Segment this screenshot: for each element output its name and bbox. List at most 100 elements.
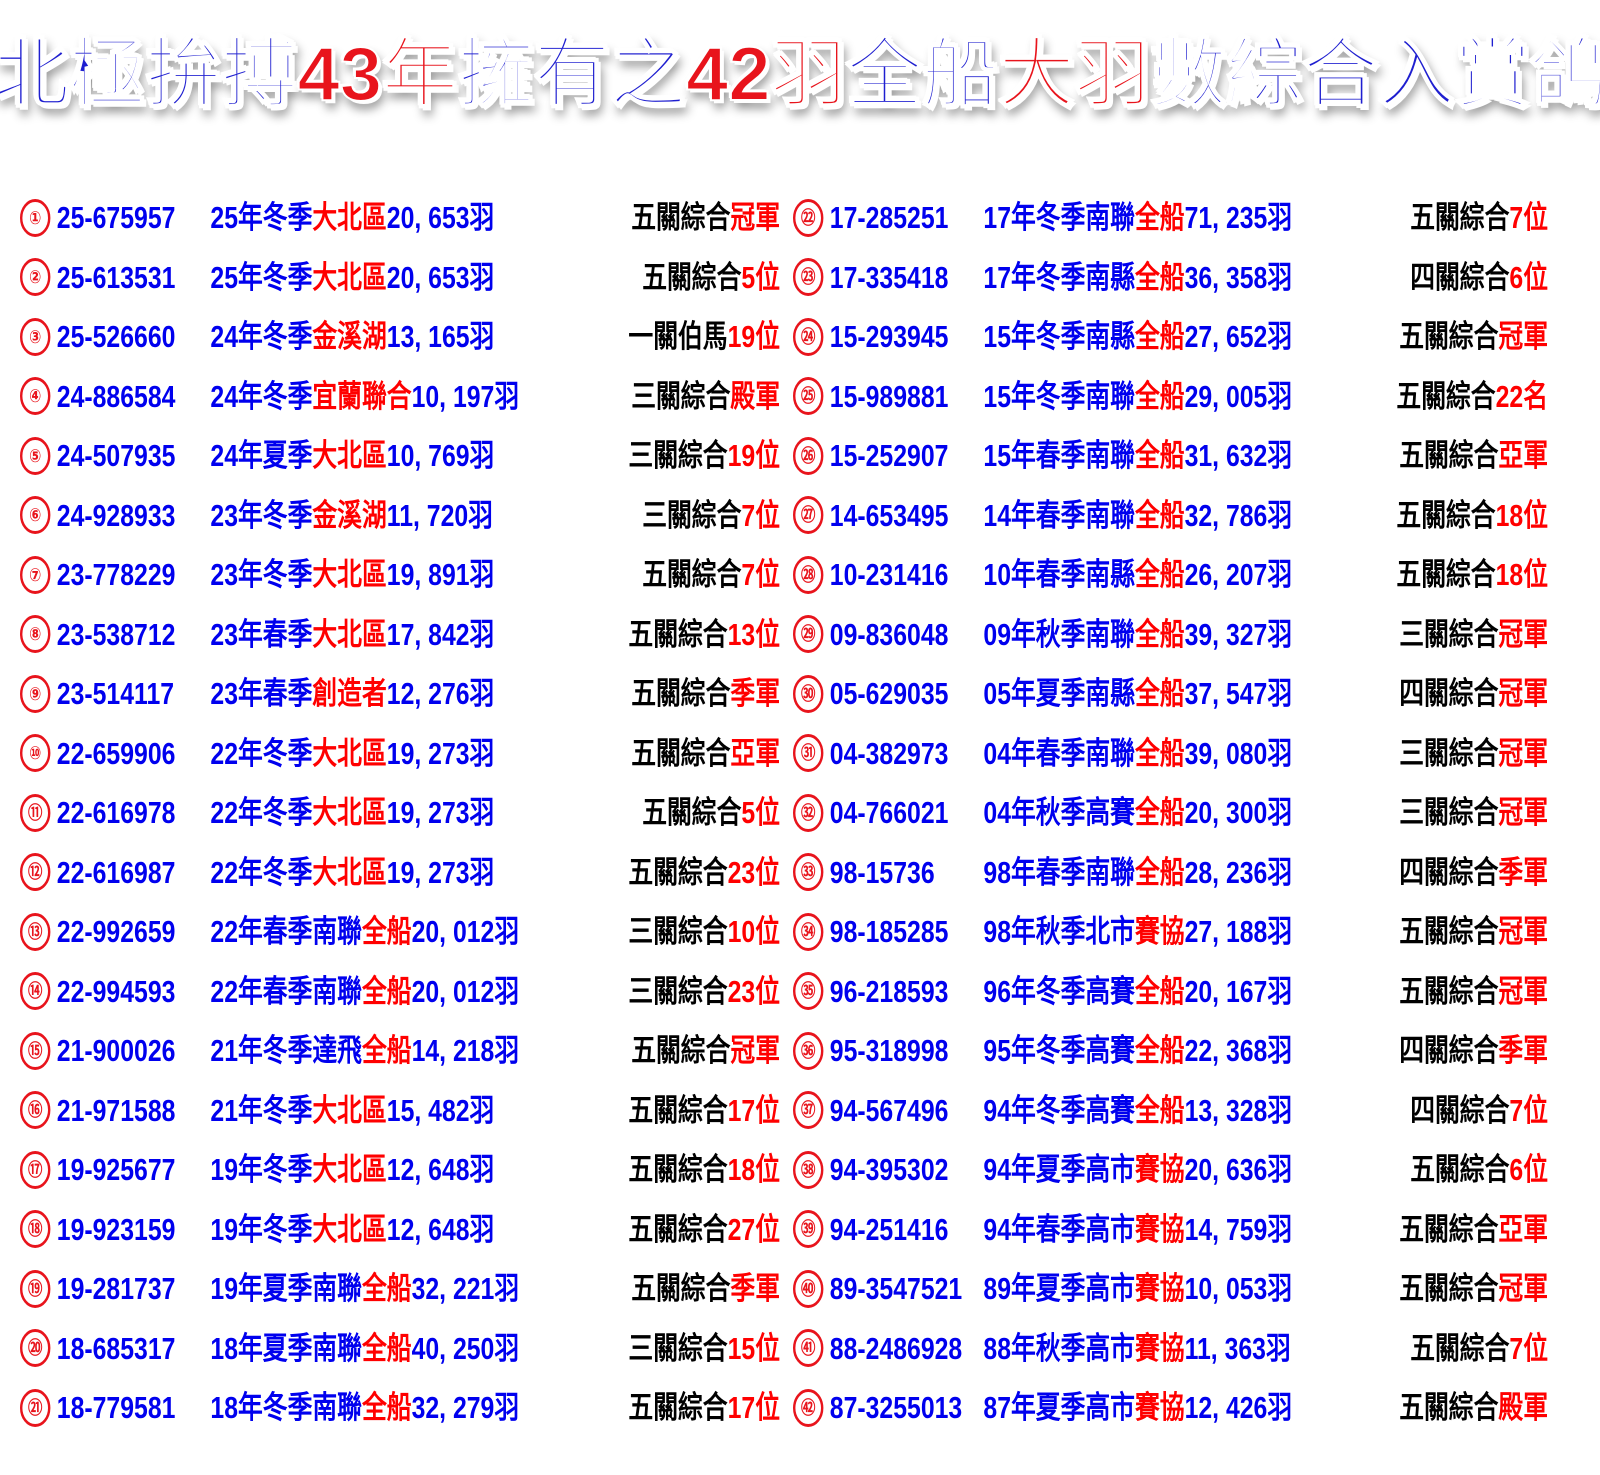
- result: 三關綜合冠軍: [1393, 738, 1548, 769]
- entry-number-badge: ⑧: [20, 615, 51, 654]
- ring-number: 15-989881: [829, 378, 949, 414]
- race-season: 94年冬季高賽: [983, 1092, 1135, 1128]
- race-stage: 五關綜合: [1410, 200, 1510, 236]
- race-stage: 三關綜合: [631, 378, 731, 414]
- result: 三關綜合7位: [636, 500, 780, 531]
- placing: 冠軍: [1498, 735, 1548, 771]
- ring-number: 21-971588: [56, 1092, 176, 1128]
- race-season: 21年冬季達飛: [210, 1033, 362, 1069]
- entry-number-badge: ㉝: [793, 853, 824, 892]
- bird-count: 22, 368羽: [1184, 1033, 1293, 1069]
- ring-number: 24-928933: [56, 497, 176, 533]
- list-item: ⑮ 21-900026 21年冬季達飛全船14, 218羽 五關綜合冠軍: [20, 1021, 780, 1081]
- race-stage: 五關綜合: [628, 1211, 728, 1247]
- race-stage: 一關伯馬: [628, 319, 728, 355]
- bird-count: 13, 165羽: [386, 319, 495, 355]
- race-season: 22年冬季: [210, 795, 313, 831]
- race-organizer: 全船: [361, 973, 412, 1009]
- list-item: ㉜ 04-766021 04年秋季高賽全船20, 300羽 三關綜合冠軍: [793, 783, 1548, 843]
- result: 五關綜合7位: [636, 559, 780, 590]
- result: 五關綜合23位: [622, 857, 780, 888]
- ring-number: 89-3547521: [829, 1271, 963, 1307]
- race-organizer: 賽協: [1134, 1271, 1185, 1307]
- ring-number: 94-395302: [829, 1152, 949, 1188]
- race-info: 24年冬季宜蘭聯合10, 197羽: [210, 381, 519, 412]
- race-stage: 五關綜合: [1399, 973, 1499, 1009]
- list-item-content: ㊱ 95-318998 95年冬季高賽全船22, 368羽 四關綜合季軍: [793, 1021, 1548, 1081]
- entry-number-badge: ②: [20, 258, 51, 297]
- race-organizer: 大北區: [312, 735, 387, 771]
- title-part: 數綜合入賞鴿: [1150, 32, 1600, 117]
- race-stage: 三關綜合: [1399, 616, 1499, 652]
- entry-number-badge: ⑭: [20, 972, 51, 1011]
- bird-count: 32, 279羽: [411, 1390, 520, 1426]
- race-organizer: 大北區: [312, 1211, 387, 1247]
- race-organizer: 全船: [1134, 259, 1185, 295]
- placing: 冠軍: [1498, 676, 1548, 712]
- entry-number-badge: ㉜: [793, 793, 824, 832]
- placing: 18位: [1495, 497, 1548, 533]
- race-info: 14年春季南聯全船32, 786羽: [983, 500, 1292, 531]
- entry-number-badge: ㉔: [793, 317, 824, 356]
- race-stage: 四關綜合: [1399, 854, 1499, 890]
- list-item-content: ⑧ 23-538712 23年春季大北區17, 842羽 五關綜合13位: [20, 605, 780, 665]
- placing: 季軍: [730, 676, 780, 712]
- race-season: 22年冬季: [210, 854, 313, 890]
- placing: 5位: [741, 795, 780, 831]
- placing: 季軍: [1498, 1033, 1548, 1069]
- entry-number-badge: ④: [20, 377, 51, 416]
- list-item-content: ⑰ 19-925677 19年冬季大北區12, 648羽 五關綜合18位: [20, 1140, 780, 1200]
- ring-number: 22-616987: [56, 854, 176, 890]
- bird-count: 28, 236羽: [1184, 854, 1293, 890]
- result: 四關綜合季軍: [1393, 857, 1548, 888]
- list-item: ④ 24-886584 24年冬季宜蘭聯合10, 197羽 三關綜合殿軍: [20, 367, 780, 427]
- placing: 7位: [741, 497, 780, 533]
- race-info: 17年冬季南聯全船71, 235羽: [983, 202, 1292, 233]
- race-info: 22年冬季大北區19, 273羽: [210, 738, 494, 769]
- placing: 冠軍: [1498, 973, 1548, 1009]
- race-info: 94年夏季高市賽協20, 636羽: [983, 1154, 1292, 1185]
- race-organizer: 全船: [1134, 854, 1185, 890]
- race-season: 04年春季南聯: [983, 735, 1135, 771]
- ring-number: 17-285251: [829, 200, 949, 236]
- title-part: 43年: [296, 32, 459, 117]
- entry-number-badge: ㉓: [793, 258, 824, 297]
- race-season: 18年冬季南聯: [210, 1390, 362, 1426]
- entry-number-badge: ㉛: [793, 734, 824, 773]
- result: 五關綜合7位: [1404, 202, 1548, 233]
- entry-number-badge: ㊴: [793, 1210, 824, 1249]
- result: 五關綜合18位: [1390, 559, 1548, 590]
- race-stage: 五關綜合: [1396, 557, 1496, 593]
- race-info: 17年冬季南縣全船36, 358羽: [983, 262, 1292, 293]
- entry-number-badge: ⑥: [20, 496, 51, 535]
- ring-number: 24-507935: [56, 438, 176, 474]
- bird-count: 19, 273羽: [386, 854, 495, 890]
- race-season: 14年春季南聯: [983, 497, 1135, 533]
- entry-number-badge: ⑱: [20, 1210, 51, 1249]
- race-season: 22年春季南聯: [210, 973, 362, 1009]
- bird-count: 14, 218羽: [411, 1033, 520, 1069]
- race-stage: 五關綜合: [1399, 1211, 1499, 1247]
- placing: 冠軍: [1498, 914, 1548, 950]
- list-item-content: ⑪ 22-616978 22年冬季大北區19, 273羽 五關綜合5位: [20, 783, 780, 843]
- race-info: 23年冬季金溪湖11, 720羽: [210, 500, 493, 531]
- race-season: 15年春季南聯: [983, 438, 1135, 474]
- entry-number-badge: ㉒: [793, 198, 824, 237]
- title-part: 大羽: [998, 32, 1152, 117]
- list-item: ㉔ 15-293945 15年冬季南縣全船27, 652羽 五關綜合冠軍: [793, 307, 1548, 367]
- ring-number: 14-653495: [829, 497, 949, 533]
- result: 五關綜合冠軍: [625, 202, 780, 233]
- race-stage: 五關綜合: [628, 854, 728, 890]
- entry-number-badge: ⑮: [20, 1031, 51, 1070]
- list-item: ㉟ 96-218593 96年冬季高賽全船20, 167羽 五關綜合冠軍: [793, 962, 1548, 1022]
- entry-number-badge: ⑩: [20, 734, 51, 773]
- entry-number-badge: ⑨: [20, 674, 51, 713]
- result: 五關綜合冠軍: [1393, 321, 1548, 352]
- race-info: 05年夏季南縣全船37, 547羽: [983, 678, 1292, 709]
- list-item: ㉛ 04-382973 04年春季南聯全船39, 080羽 三關綜合冠軍: [793, 724, 1548, 784]
- race-info: 22年冬季大北區19, 273羽: [210, 797, 494, 828]
- race-stage: 五關綜合: [631, 735, 731, 771]
- race-info: 15年春季南聯全船31, 632羽: [983, 440, 1292, 471]
- bird-count: 20, 300羽: [1184, 795, 1293, 831]
- entry-number-badge: ㉙: [793, 615, 824, 654]
